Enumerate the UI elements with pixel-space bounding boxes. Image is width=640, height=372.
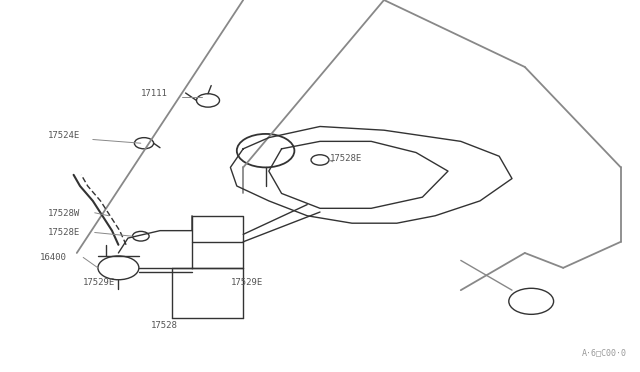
Text: 17528W: 17528W: [48, 209, 80, 218]
Text: 17529E: 17529E: [83, 278, 115, 287]
Text: A·6□C00·0: A·6□C00·0: [582, 348, 627, 357]
Text: 17111: 17111: [141, 89, 168, 98]
Text: 17528E: 17528E: [48, 228, 80, 237]
Text: 17529E: 17529E: [230, 278, 262, 287]
Text: 17528: 17528: [150, 321, 177, 330]
Text: 17524E: 17524E: [48, 131, 80, 140]
Text: 16400: 16400: [40, 253, 67, 262]
Text: 17528E: 17528E: [330, 154, 362, 163]
